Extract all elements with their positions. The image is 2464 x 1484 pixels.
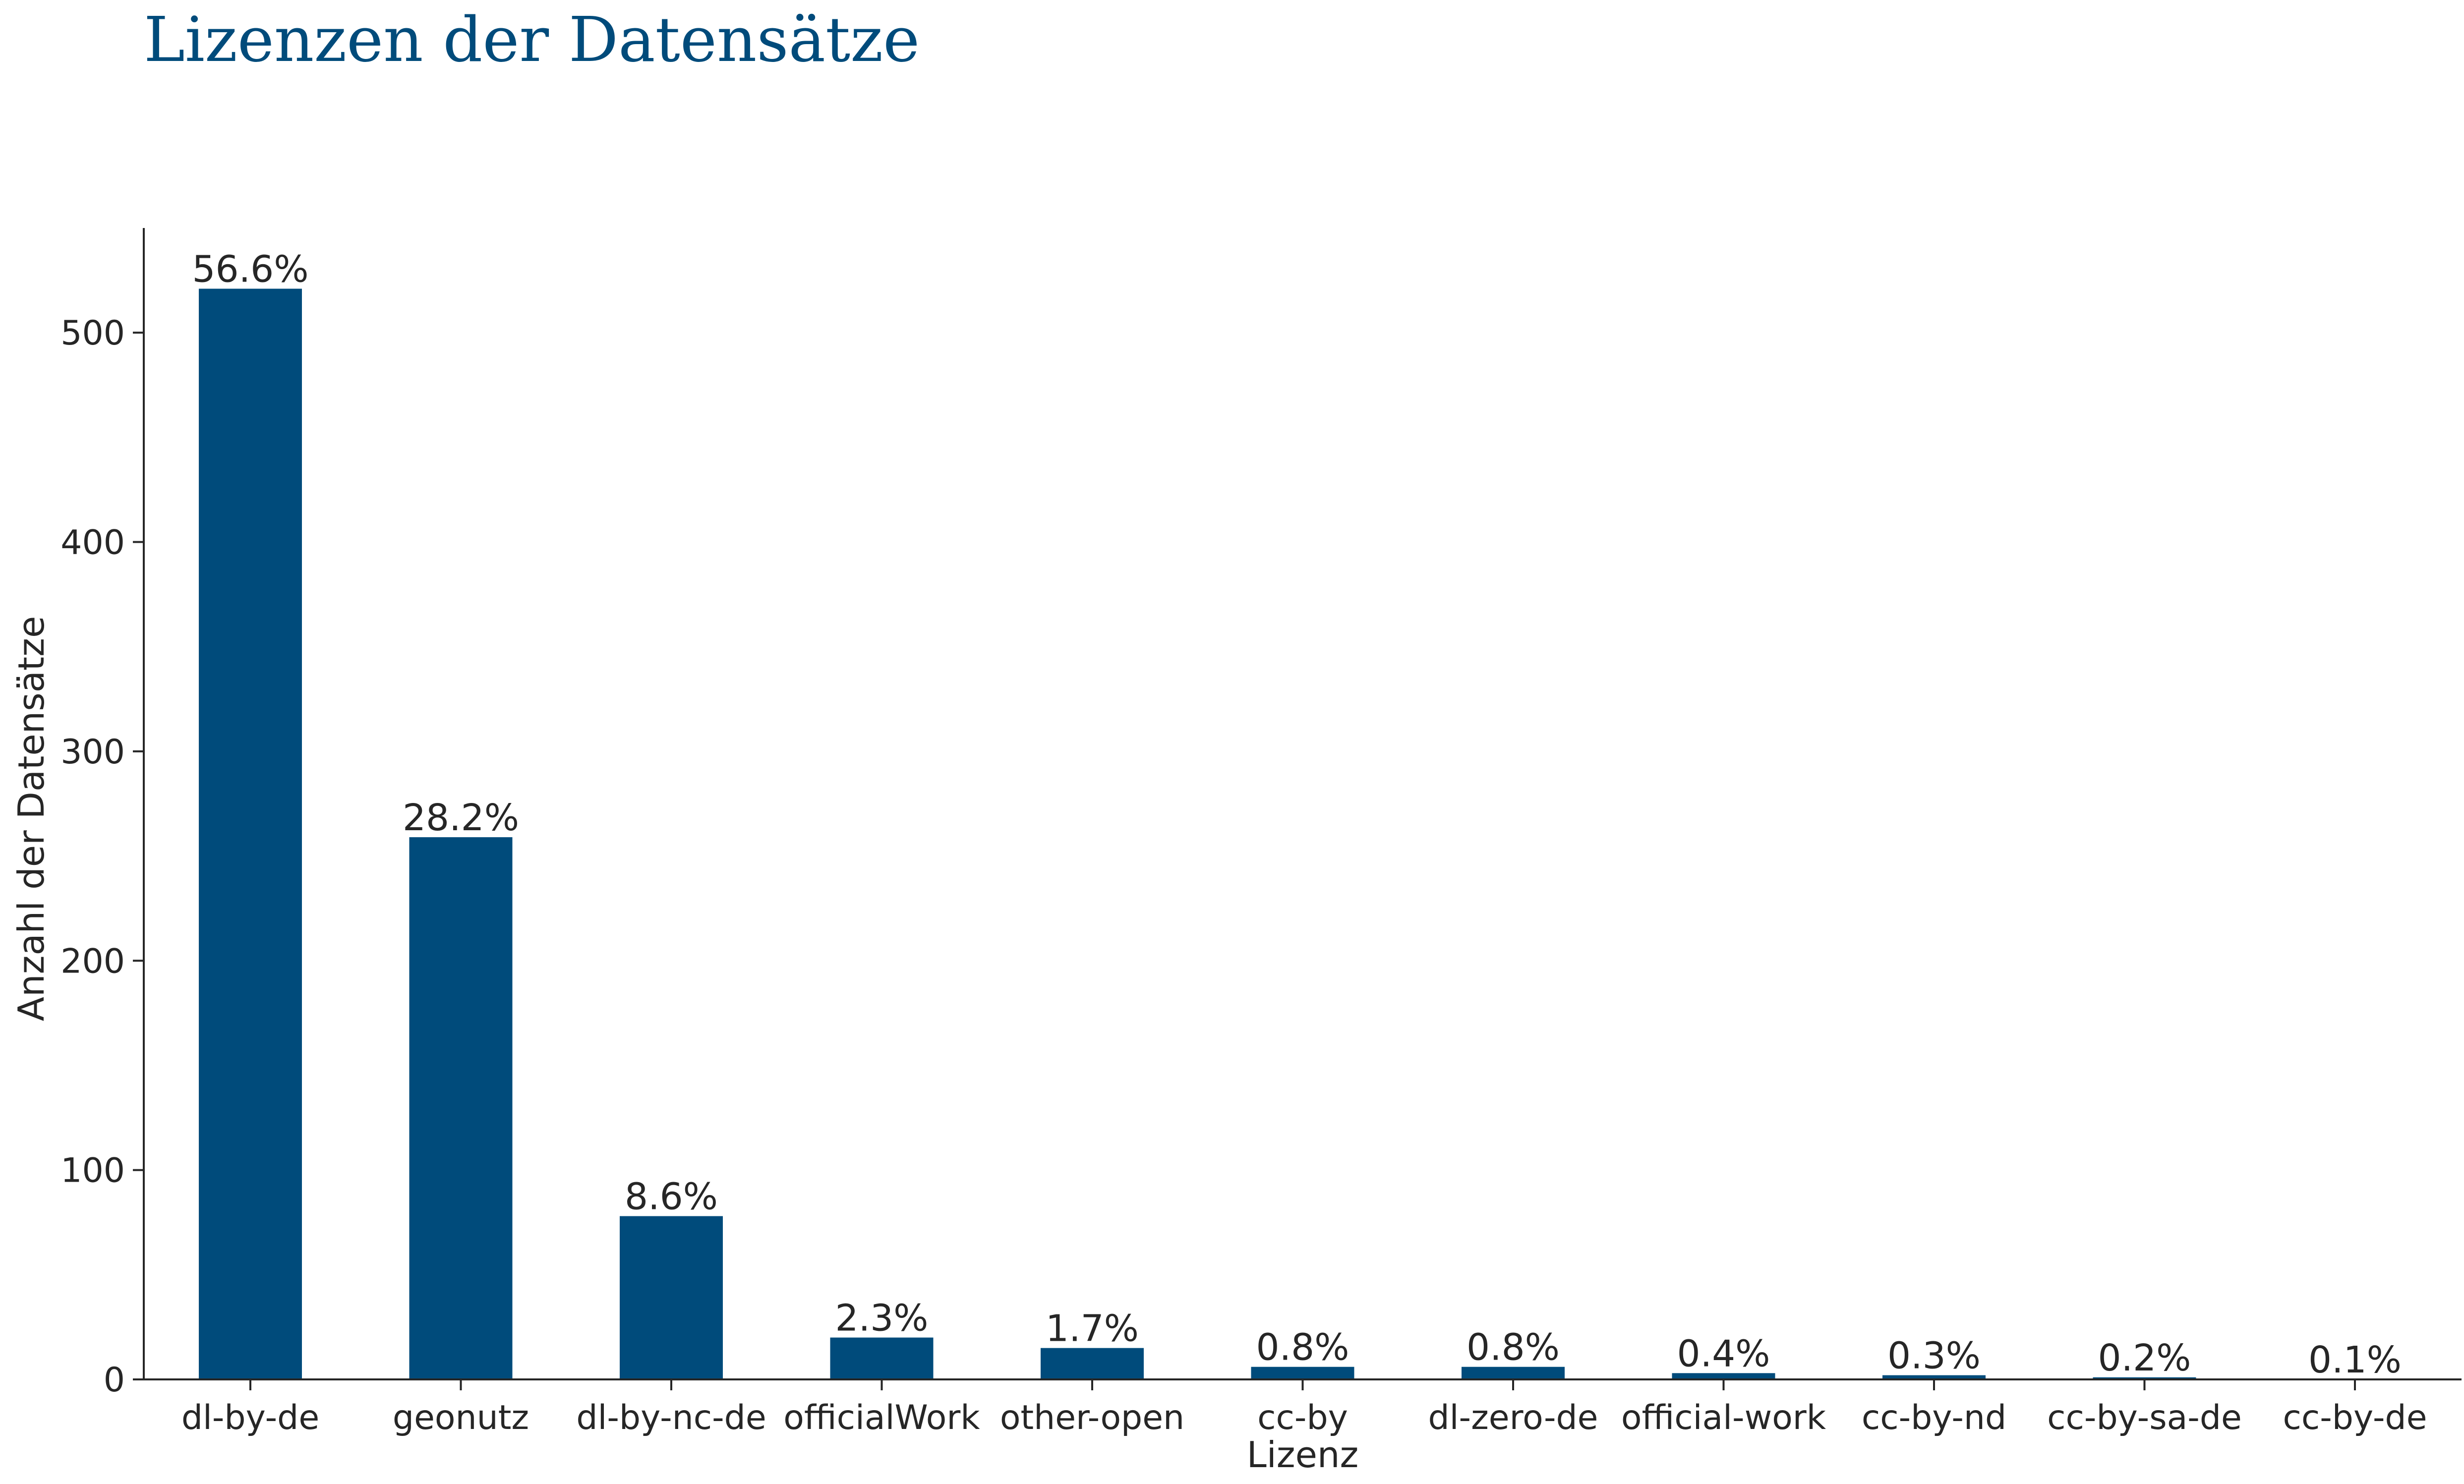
data-label-cc-by-nd: 0.3% (1887, 1335, 1981, 1377)
bar-dl-by-de (199, 288, 302, 1380)
data-label-dl-zero-de: 0.8% (1467, 1326, 1560, 1369)
y-tick-label: 200 (60, 942, 125, 981)
chart-title: Lizenzen der Datensätze (144, 4, 920, 76)
bars-layer (199, 288, 2196, 1380)
y-tick-label: 400 (60, 523, 125, 563)
data-label-cc-by: 0.8% (1256, 1326, 1349, 1369)
data-label-geonutz: 28.2% (403, 797, 519, 839)
data-labels-layer: 56.6% 28.2% 8.6% 2.3% 1.7% 0.8% 0.8% 0.4% 0.3% 0.… (192, 248, 2402, 1381)
data-label-official-work: 0.4% (1677, 1332, 1770, 1375)
y-axis: 0 100 200 300 400 500 (60, 228, 145, 1400)
bar-cc-by (1251, 1367, 1354, 1379)
bar-other-open (1041, 1348, 1144, 1379)
x-tick-label-dl-by-nc-de: dl-by-nc-de (576, 1398, 766, 1437)
data-label-cc-by-sa-de: 0.2% (2098, 1337, 2191, 1379)
data-label-dl-by-nc-de: 8.6% (625, 1176, 718, 1218)
bar-geonutz (409, 837, 513, 1379)
data-label-other-open: 1.7% (1046, 1308, 1139, 1350)
bar-cc-by-sa-de (2093, 1377, 2196, 1379)
y-axis-label: Anzahl der Datensätze (10, 616, 52, 1022)
x-tick-label-official-work: official-work (1621, 1398, 1826, 1437)
bar-officialWork (830, 1337, 934, 1379)
data-label-dl-by-de: 56.6% (192, 248, 308, 290)
x-tick-label-cc-by-de: cc-by-de (2283, 1398, 2427, 1437)
x-tick-label-geonutz: geonutz (393, 1398, 529, 1437)
x-axis-label: Lizenz (1247, 1434, 1359, 1476)
data-label-cc-by-de: 0.1% (2308, 1339, 2402, 1381)
data-label-officialWork: 2.3% (835, 1297, 929, 1340)
bar-official-work (1672, 1373, 1775, 1379)
bar-dl-zero-de (1462, 1367, 1565, 1379)
x-tick-label-dl-zero-de: dl-zero-de (1428, 1398, 1598, 1437)
bar-dl-by-nc-de (620, 1216, 723, 1379)
y-tick-label: 500 (60, 314, 125, 353)
x-tick-label-dl-by-de: dl-by-de (181, 1398, 319, 1437)
x-tick-label-cc-by-sa-de: cc-by-sa-de (2047, 1398, 2242, 1437)
x-tick-label-other-open: other-open (1000, 1398, 1184, 1437)
x-axis: dl-by-de geonutz dl-by-nc-de officialWork ot… (144, 1378, 2462, 1437)
y-tick-label: 0 (104, 1361, 125, 1400)
y-tick-label: 100 (60, 1151, 125, 1191)
x-tick-label-officialWork: officialWork (783, 1398, 980, 1437)
x-tick-label-cc-by: cc-by (1257, 1398, 1348, 1437)
bar-cc-by-nd (1882, 1375, 1986, 1379)
x-tick-label-cc-by-nd: cc-by-nd (1862, 1398, 2006, 1437)
y-tick-label: 300 (60, 733, 125, 772)
